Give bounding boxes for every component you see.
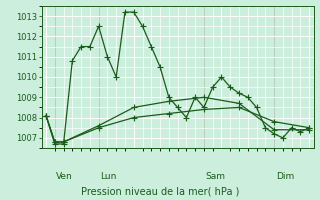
Text: Pression niveau de la mer( hPa ): Pression niveau de la mer( hPa ) [81,186,239,196]
Text: Ven: Ven [56,172,73,181]
Text: Dim: Dim [276,172,294,181]
Text: Sam: Sam [205,172,226,181]
Text: Lun: Lun [100,172,116,181]
